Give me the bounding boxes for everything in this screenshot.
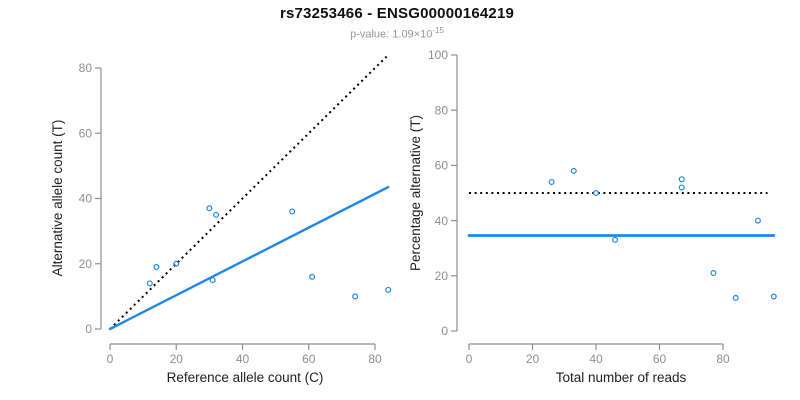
y-tick-label: 80 [79,61,93,75]
data-points [146,205,392,300]
identity-line [109,55,388,330]
data-point [206,205,213,212]
data-point [592,190,599,197]
y-tick-label: 20 [79,257,93,271]
figure-title: rs73253466 - ENSG00000164219 [279,5,515,22]
data-point [770,293,777,300]
data-point [570,167,577,174]
x-tick-label: 20 [526,352,540,366]
x-axis: 0 20 40 60 80 Reference allele count (C) [107,343,382,385]
y-tick-label: 20 [435,269,449,283]
y-tick-label: 100 [428,48,448,62]
x-axis-title: Reference allele count (C) [167,370,324,385]
y-tick-label: 60 [79,126,93,140]
data-point [153,264,160,271]
y-tick-label: 40 [435,214,449,228]
data-point [710,270,717,277]
x-tick-label: 80 [368,352,382,366]
data-point [209,277,216,284]
y-tick-label: 80 [435,103,449,117]
figure-subtitle: p-value: 1.09×10-15 [0,26,794,41]
data-point [385,286,392,293]
x-tick-label: 40 [589,352,603,366]
x-tick-label: 20 [170,352,184,366]
y-tick-label: 40 [79,192,93,206]
x-tick-label: 80 [716,352,730,366]
data-point [678,184,685,191]
x-axis: 0 20 40 60 80 Total number of reads [466,343,730,385]
data-point [213,211,220,218]
data-point [678,176,685,183]
x-tick-label: 0 [466,352,473,366]
x-tick-label: 60 [653,352,667,366]
p-value-exponent: -15 [432,26,444,35]
p-value-text: p-value: 1.09×10 [350,28,433,41]
data-point [352,293,359,300]
data-point [146,280,153,287]
y-tick-label: 0 [441,324,448,338]
fit-line [108,185,390,331]
x-tick-label: 60 [302,352,316,366]
y-axis: 0 20 40 60 80 Alternative allele count (T) [50,61,102,336]
data-point [548,178,555,185]
y-tick-label: 60 [435,159,449,173]
allele-counts-scatter-panel: 0 20 40 60 80 Reference allele count (C) 0 20 40… [50,55,392,385]
data-points [548,167,777,301]
data-point [309,273,316,280]
x-axis-title: Total number of reads [556,370,687,385]
data-point [732,294,739,301]
data-point [612,236,619,243]
x-tick-label: 0 [107,352,114,366]
y-axis-title: Alternative allele count (T) [50,120,65,277]
y-axis: 0 20 40 60 80 100 Percentage alternative (T) [408,48,458,338]
data-point [173,260,180,267]
percentage-alternative-scatter-panel: 0 20 40 60 80 Total number of reads 0 20 40 60 80 1… [408,48,777,385]
data-point [754,217,761,224]
y-tick-label: 0 [85,322,92,336]
x-tick-label: 40 [236,352,250,366]
data-point [289,208,296,215]
y-axis-title: Percentage alternative (T) [408,115,423,271]
